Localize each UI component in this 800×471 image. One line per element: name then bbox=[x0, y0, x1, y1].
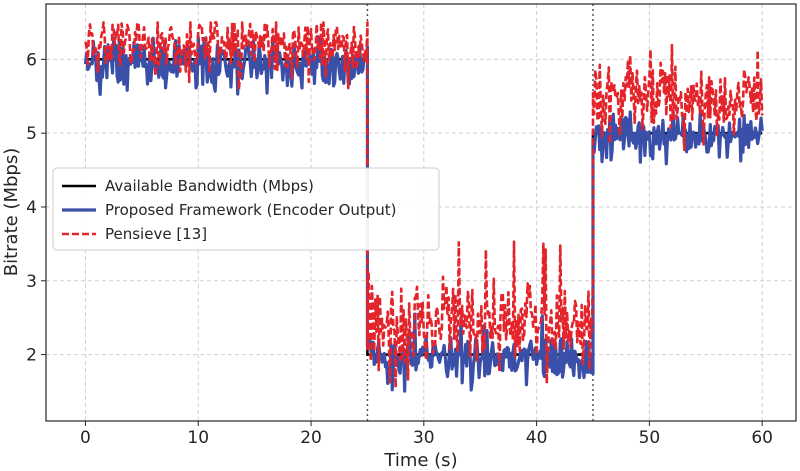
y-tick-label-3: 3 bbox=[26, 272, 37, 292]
y-tick-label-4: 4 bbox=[26, 198, 37, 218]
legend-label-proposed-framework: Proposed Framework (Encoder Output) bbox=[105, 201, 397, 219]
plot-frame bbox=[45, 3, 797, 422]
x-tick-label-40: 40 bbox=[526, 428, 548, 448]
legend-label-pensieve: Pensieve [13] bbox=[105, 225, 207, 243]
legend-label-available-bandwidth: Available Bandwidth (Mbps) bbox=[105, 177, 314, 195]
x-tick-label-50: 50 bbox=[639, 428, 661, 448]
series-line-pensieve bbox=[84, 21, 764, 389]
y-tick-label-6: 6 bbox=[26, 50, 37, 70]
y-axis-label: Bitrate (Mbps) bbox=[1, 148, 22, 277]
axis-ticks: 0 10 20 30 40 50 60 2 3 4 5 6 bbox=[26, 50, 773, 448]
series-group bbox=[83, 21, 764, 393]
y-tick-label-2: 2 bbox=[26, 346, 37, 366]
y-tick-label-5: 5 bbox=[26, 124, 37, 144]
x-tick-label-60: 60 bbox=[751, 428, 773, 448]
legend-box bbox=[52, 167, 440, 251]
x-axis-label: Time (s) bbox=[383, 450, 457, 471]
x-tick-label-30: 30 bbox=[413, 428, 435, 448]
x-tick-label-10: 10 bbox=[187, 428, 209, 448]
x-tick-label-20: 20 bbox=[300, 428, 322, 448]
legend: Available Bandwidth (Mbps) Proposed Frame… bbox=[52, 167, 440, 251]
x-tick-label-0: 0 bbox=[80, 428, 91, 448]
